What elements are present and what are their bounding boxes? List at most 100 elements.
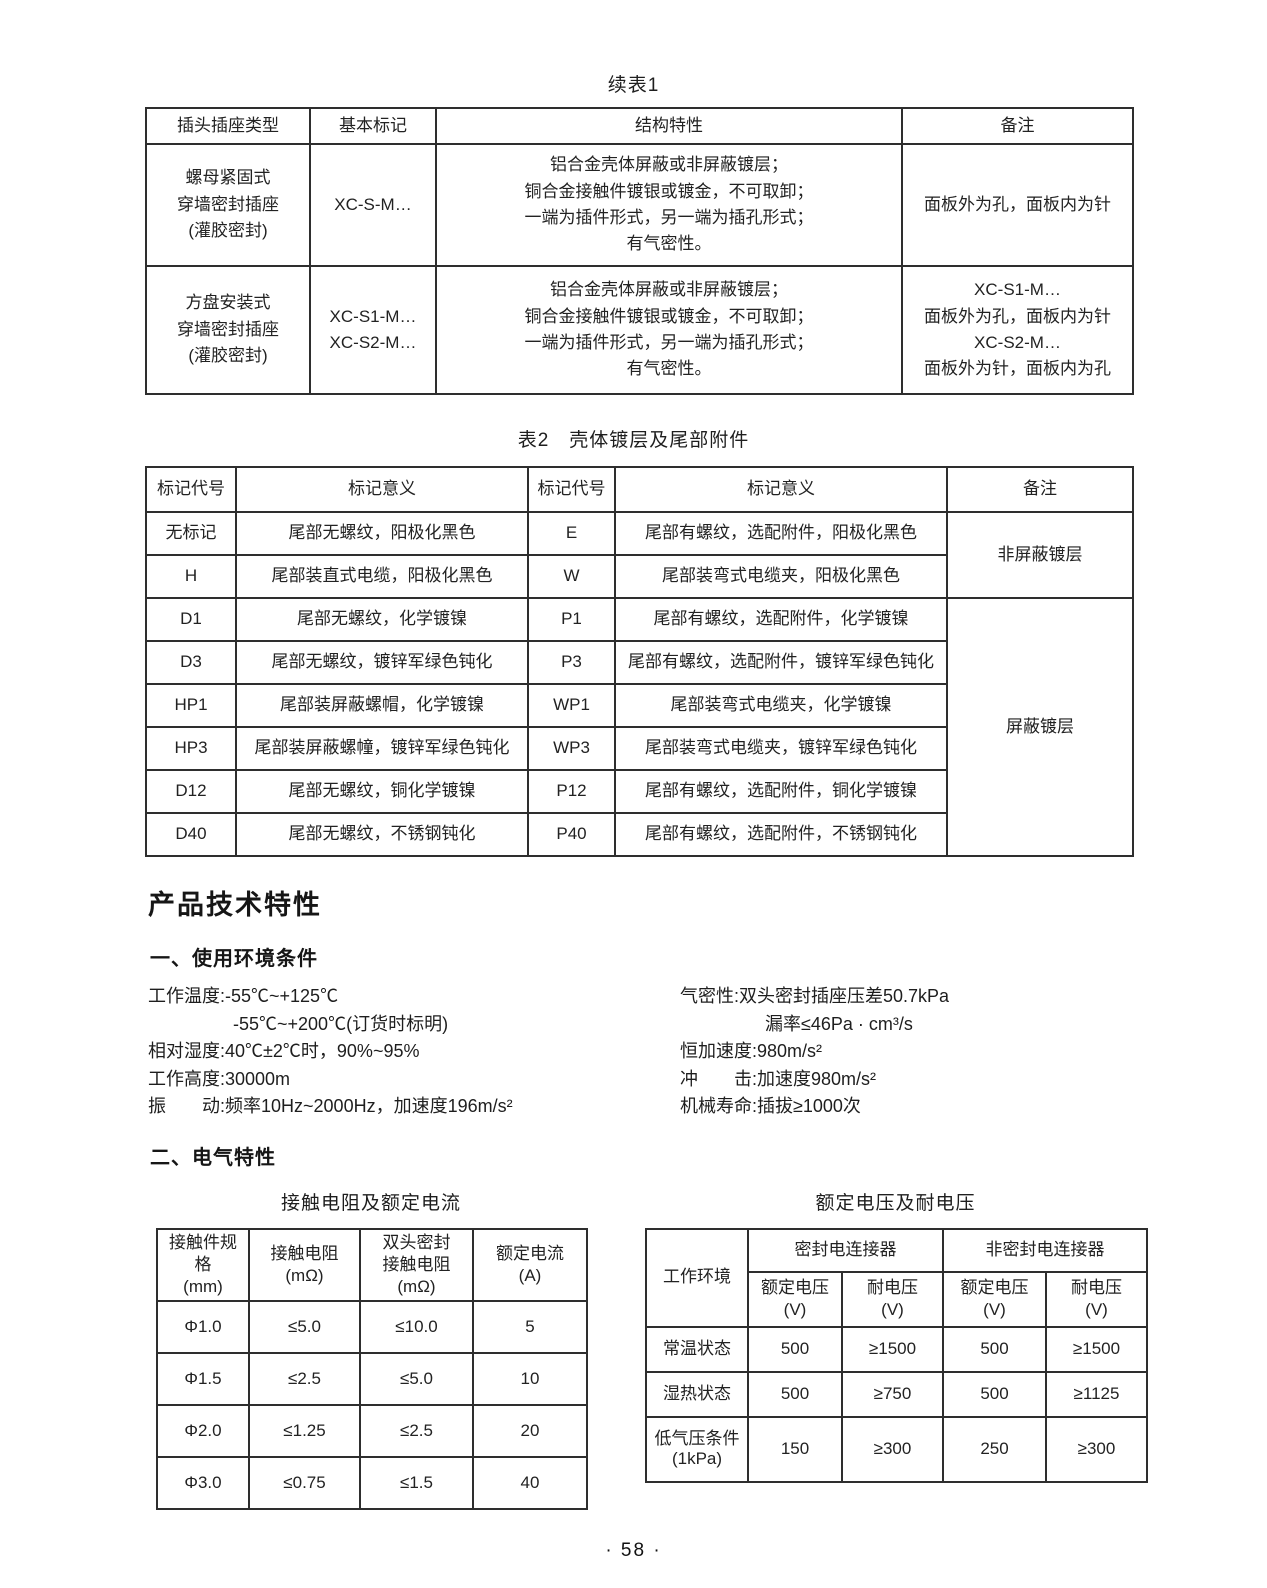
env-line-humidity: 相对湿度:40℃±2℃时，90%~95%	[148, 1041, 420, 1061]
electrical-tables: 接触电阻及额定电流 接触件规格 (mm) 接触电阻 (mΩ) 双头密封 接触电阻…	[156, 1188, 1267, 1510]
table-header-row: 接触件规格 (mm) 接触电阻 (mΩ) 双头密封 接触电阻 (mΩ) 额定电流…	[156, 1227, 588, 1302]
cell-code: E	[527, 511, 616, 556]
env-left-column: 工作温度:-55℃~+125℃ -55℃~+200℃(订货时标明) 相对湿度:4…	[148, 983, 680, 1121]
cell-code: 无标记	[145, 511, 237, 556]
cell-sealed-resistance: ≤5.0	[359, 1351, 474, 1406]
cell-value: ≥1500	[1045, 1325, 1148, 1373]
cell-resistance: ≤5.0	[248, 1299, 361, 1354]
cell-note: XC-S1-M… 面板外为孔，面板内为针 XC-S2-M… 面板外为针，面板内为…	[901, 265, 1134, 395]
cell-value: 500	[942, 1325, 1047, 1373]
table-header-row: 工作环境 密封电连接器 非密封电连接器	[645, 1227, 1148, 1328]
table-row: 无标记 尾部无螺纹，阳极化黑色 E 尾部有螺纹，选配附件，阳极化黑色 非屏蔽镀层	[145, 511, 1134, 599]
cell-env: 湿热状态	[645, 1370, 749, 1418]
cell-code: P12	[527, 769, 616, 814]
table-row: D40 尾部无螺纹，不锈钢钝化 P40 尾部有螺纹，选配附件，不锈钢钝化	[145, 812, 1133, 857]
cell-meaning: 尾部有螺纹，选配附件，阳极化黑色	[614, 511, 948, 556]
cell-value: ≥300	[841, 1415, 944, 1483]
cell-value: ≥750	[841, 1370, 944, 1418]
cell-meaning: 尾部有螺纹，选配附件，化学镀镍	[614, 597, 948, 642]
cell-meaning: 尾部有螺纹，选配附件，不锈钢钝化	[614, 812, 948, 857]
table-header-row: 插头插座类型 基本标记 结构特性 备注	[145, 107, 1134, 145]
cell-current: 5	[472, 1299, 588, 1354]
cell-size: Φ1.5	[156, 1351, 250, 1406]
cell-value: 500	[747, 1370, 843, 1418]
cell-mark: XC-S1-M… XC-S2-M…	[309, 265, 437, 395]
table1-title: 续表1	[607, 75, 660, 96]
table-row: D3 尾部无螺纹，镀锌军绿色钝化 P3 尾部有螺纹，选配附件，镀锌军绿色钝化	[145, 640, 1133, 685]
plating-table-2: 标记代号 标记意义 标记代号 标记意义 备注 无标记 尾部无螺纹，阳极化黑色 E…	[145, 466, 1134, 857]
cell-mark: XC-S-M…	[309, 143, 437, 267]
cell-feature: 铝合金壳体屏蔽或非屏蔽镀层； 铜合金接触件镀银或镀金，不可取卸； 一端为插件形式…	[435, 143, 903, 267]
table-row: 湿热状态 500 ≥750 500 ≥1125	[645, 1370, 1148, 1418]
cell-env: 低气压条件 (1kPa)	[645, 1415, 749, 1483]
cell-meaning: 尾部无螺纹，不锈钢钝化	[235, 812, 529, 857]
cell-meaning: 尾部有螺纹，选配附件，铜化学镀镍	[614, 769, 948, 814]
env-right-column: 气密性:双头密封插座压差50.7kPa 漏率≤46Pa · cm³/s 恒加速度…	[680, 983, 1267, 1121]
table-row: HP1 尾部装屏蔽螺帽，化学镀镍 WP1 尾部装弯式电缆夹，化学镀镍	[145, 683, 1133, 728]
header-cell: 基本标记	[309, 107, 437, 145]
header-cell: 结构特性	[435, 107, 903, 145]
cell-value: 150	[747, 1415, 843, 1483]
env-line-operating-temp: 工作温度:-55℃~+125℃	[148, 986, 339, 1006]
table-row: 低气压条件 (1kPa) 150 ≥300 250 ≥300	[645, 1415, 1148, 1483]
table-row: 螺母紧固式 穿墙密封插座 (灌胶密封) XC-S-M… 铝合金壳体屏蔽或非屏蔽镀…	[145, 143, 1134, 267]
cell-code: P40	[527, 812, 616, 857]
cell-value: ≥1125	[1045, 1370, 1148, 1418]
header-cell: 插头插座类型	[145, 107, 311, 145]
env-line-operating-temp-2: -55℃~+200℃(订货时标明)	[233, 1013, 449, 1034]
table-row: HP3 尾部装屏蔽螺幢，镀锌军绿色钝化 WP3 尾部装弯式电缆夹，镀锌军绿色钝化	[145, 726, 1133, 771]
table-subheader-row: 额定电压 (V) 耐电压 (V) 额定电压 (V) 耐电压 (V)	[646, 1270, 1148, 1328]
cell-size: Φ3.0	[156, 1455, 250, 1510]
cell-value: ≥1500	[841, 1325, 944, 1373]
header-cell: 标记意义	[235, 466, 529, 513]
env-line-mechanical-life: 机械寿命:插拔≥1000次	[680, 1096, 861, 1116]
cell-sealed-resistance: ≤10.0	[359, 1299, 474, 1354]
cell-value: 250	[942, 1415, 1047, 1483]
cell-note-shielded: 屏蔽镀层	[946, 597, 1134, 857]
cell-code: W	[527, 554, 616, 599]
header-cell: 额定电压 (V)	[942, 1270, 1047, 1328]
cell-code: D3	[145, 640, 237, 685]
cell-env: 常温状态	[645, 1325, 749, 1373]
table-header-row: 标记代号 标记意义 标记代号 标记意义 备注	[145, 466, 1134, 513]
cell-sealed-resistance: ≤1.5	[359, 1455, 474, 1510]
cell-note-unshielded: 非屏蔽镀层	[946, 511, 1134, 599]
header-cell: 耐电压 (V)	[1045, 1270, 1148, 1328]
header-cell: 标记代号	[527, 466, 616, 513]
cell-meaning: 尾部装屏蔽螺幢，镀锌军绿色钝化	[235, 726, 529, 771]
cell-value: 500	[747, 1325, 843, 1373]
header-cell: 标记代号	[145, 466, 237, 513]
header-cell-sealed-group: 密封电连接器	[747, 1227, 944, 1273]
env-line-altitude: 工作高度:30000m	[148, 1068, 291, 1089]
continued-table-1: 插头插座类型 基本标记 结构特性 备注 螺母紧固式 穿墙密封插座 (灌胶密封) …	[145, 107, 1134, 395]
header-cell: 接触电阻 (mΩ)	[248, 1227, 361, 1302]
voltage-table-block: 额定电压及耐电压 工作环境 密封电连接器 非密封电连接器 额定电压 (V) 耐电…	[645, 1188, 1148, 1483]
table-row: 方盘安装式 穿墙密封插座 (灌胶密封) XC-S1-M… XC-S2-M… 铝合…	[145, 265, 1134, 395]
rated-voltage-table: 工作环境 密封电连接器 非密封电连接器 额定电压 (V) 耐电压 (V) 额定电…	[645, 1227, 1148, 1483]
cell-current: 20	[472, 1403, 588, 1458]
cell-meaning: 尾部装直式电缆，阳极化黑色	[235, 554, 529, 599]
table-row: H 尾部装直式电缆，阳极化黑色 W 尾部装弯式电缆夹，阳极化黑色	[145, 554, 1133, 599]
table2-title: 表2 壳体镀层及尾部附件	[517, 430, 750, 451]
cell-resistance: ≤0.75	[248, 1455, 361, 1510]
header-cell: 接触件规格 (mm)	[156, 1227, 250, 1302]
subsection-env-conditions: 一、使用环境条件	[150, 948, 318, 970]
env-line-airtightness: 气密性:双头密封插座压差50.7kPa	[680, 986, 950, 1006]
cell-type: 方盘安装式 穿墙密封插座 (灌胶密封)	[145, 265, 311, 395]
cell-meaning: 尾部有螺纹，选配附件，镀锌军绿色钝化	[614, 640, 948, 685]
cell-current: 10	[472, 1351, 588, 1406]
env-line-shock: 冲 击:加速度980m/s²	[680, 1068, 877, 1089]
cell-current: 40	[472, 1455, 588, 1510]
table-row: Φ1.5 ≤2.5 ≤5.0 10	[156, 1351, 588, 1406]
cell-code: HP3	[145, 726, 237, 771]
cell-meaning: 尾部无螺纹，铜化学镀镍	[235, 769, 529, 814]
cell-code: HP1	[145, 683, 237, 728]
subsection-electrical: 二、电气特性	[150, 1146, 276, 1169]
table-row: 常温状态 500 ≥1500 500 ≥1500	[645, 1325, 1148, 1373]
cell-meaning: 尾部装弯式电缆夹，镀锌军绿色钝化	[614, 726, 948, 771]
cell-code: D1	[145, 597, 237, 642]
cell-meaning: 尾部无螺纹，阳极化黑色	[235, 511, 529, 556]
cell-code: D12	[145, 769, 237, 814]
table-row: Φ1.0 ≤5.0 ≤10.0 5	[156, 1299, 588, 1354]
